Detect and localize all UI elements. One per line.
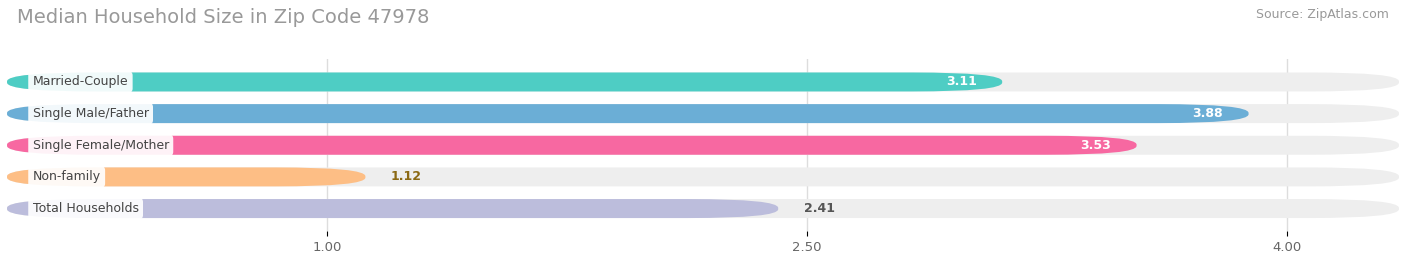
FancyBboxPatch shape xyxy=(7,136,1136,155)
Text: Source: ZipAtlas.com: Source: ZipAtlas.com xyxy=(1256,8,1389,21)
FancyBboxPatch shape xyxy=(7,72,1002,91)
Text: Married-Couple: Married-Couple xyxy=(32,76,128,89)
FancyBboxPatch shape xyxy=(7,167,1399,186)
Text: Median Household Size in Zip Code 47978: Median Household Size in Zip Code 47978 xyxy=(17,8,429,27)
FancyBboxPatch shape xyxy=(7,136,1399,155)
Text: Total Households: Total Households xyxy=(32,202,139,215)
Text: 3.11: 3.11 xyxy=(946,76,977,89)
Text: Single Male/Father: Single Male/Father xyxy=(32,107,149,120)
FancyBboxPatch shape xyxy=(7,104,1249,123)
Text: 3.88: 3.88 xyxy=(1192,107,1223,120)
Text: Non-family: Non-family xyxy=(32,170,101,183)
FancyBboxPatch shape xyxy=(7,167,366,186)
Text: Single Female/Mother: Single Female/Mother xyxy=(32,139,169,152)
Text: 1.12: 1.12 xyxy=(391,170,422,183)
Text: 2.41: 2.41 xyxy=(804,202,835,215)
FancyBboxPatch shape xyxy=(7,199,1399,218)
FancyBboxPatch shape xyxy=(7,72,1399,91)
FancyBboxPatch shape xyxy=(7,104,1399,123)
Text: 3.53: 3.53 xyxy=(1080,139,1111,152)
FancyBboxPatch shape xyxy=(7,199,778,218)
